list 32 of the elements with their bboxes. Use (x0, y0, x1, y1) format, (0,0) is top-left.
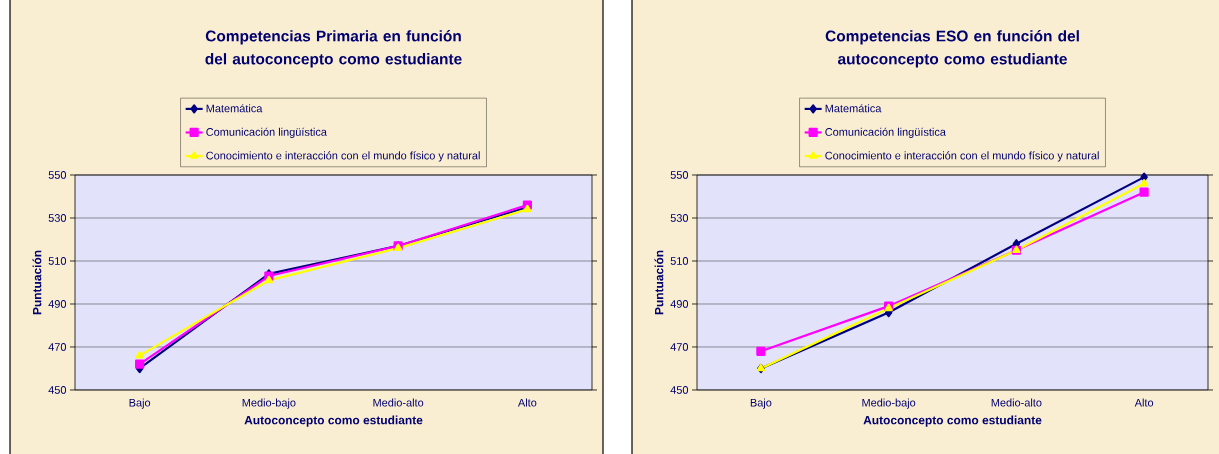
x-tick-label: Medio-alto (991, 398, 1042, 407)
y-tick-label: 470 (670, 343, 689, 351)
y-tick-label: 550 (48, 171, 67, 179)
y-tick-label: 450 (670, 386, 689, 394)
x-tick-label: Bajo (129, 398, 151, 409)
x-tick-label: Medio-alto (373, 398, 424, 407)
y-tick-label: 530 (48, 214, 67, 222)
y-tick-label: 510 (670, 257, 689, 265)
y-tick-label: 450 (48, 386, 67, 394)
legend-label: Comunicación lingüística (206, 127, 327, 139)
x-tick-label: Alto (1134, 398, 1154, 407)
x-tick-label: Medio-bajo (862, 398, 916, 409)
legend-label: Conocimiento e interacción con el mundo físico y natural (825, 151, 1099, 162)
y-tick-label: 530 (670, 214, 689, 222)
chart-title: Competencias ESO en función del autoconcepto como estudiante (825, 30, 1079, 68)
legend-label: Matemática (206, 104, 263, 113)
x-tick-label: Medio-bajo (242, 398, 296, 409)
x-axis-title: Autoconcepto como estudiante (863, 415, 1042, 427)
legend-label: Conocimiento e interacción con el mundo físico y natural (206, 151, 480, 162)
legend-label: Matemática (825, 104, 882, 113)
x-tick-label: Bajo (750, 398, 772, 409)
chart-title: Competencias Primaria en función del autoconcepto como estudiante (205, 30, 462, 68)
y-tick-label: 510 (48, 257, 67, 265)
y-tick-label: 490 (670, 300, 689, 308)
y-tick-label: 490 (48, 300, 67, 308)
y-axis-title: Puntuación (32, 250, 42, 315)
x-tick-label: Alto (517, 398, 537, 407)
legend-label: Comunicación lingüística (825, 127, 946, 139)
x-axis-title: Autoconcepto como estudiante (244, 415, 423, 427)
y-tick-label: 470 (48, 343, 67, 351)
y-tick-label: 550 (670, 171, 689, 179)
y-axis-title: Puntuación (654, 250, 664, 315)
